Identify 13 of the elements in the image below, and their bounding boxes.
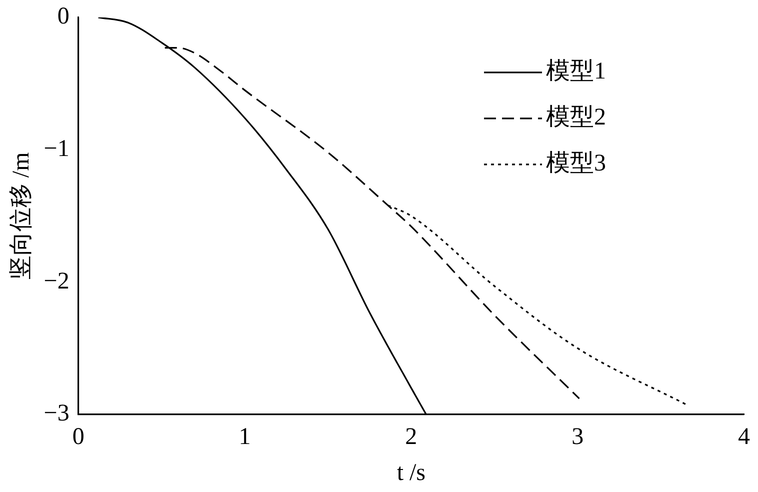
x-tick-label: 4 [738,424,750,450]
legend-label: 模型1 [546,58,606,85]
x-tick-label: 2 [405,424,418,450]
x-tick-label: 1 [238,424,251,450]
x-axis-title: t /s [396,460,426,486]
y-tick-label: 0 [57,4,70,30]
legend-label: 模型2 [546,104,606,131]
y-tick-label: −2 [44,268,70,294]
y-tick-label: −1 [44,136,70,162]
x-tick-label: 3 [572,424,584,450]
legend-label: 模型3 [546,150,606,177]
y-tick-label: −3 [44,400,70,427]
y-axis-title: 竖向位移 /m [8,152,35,280]
